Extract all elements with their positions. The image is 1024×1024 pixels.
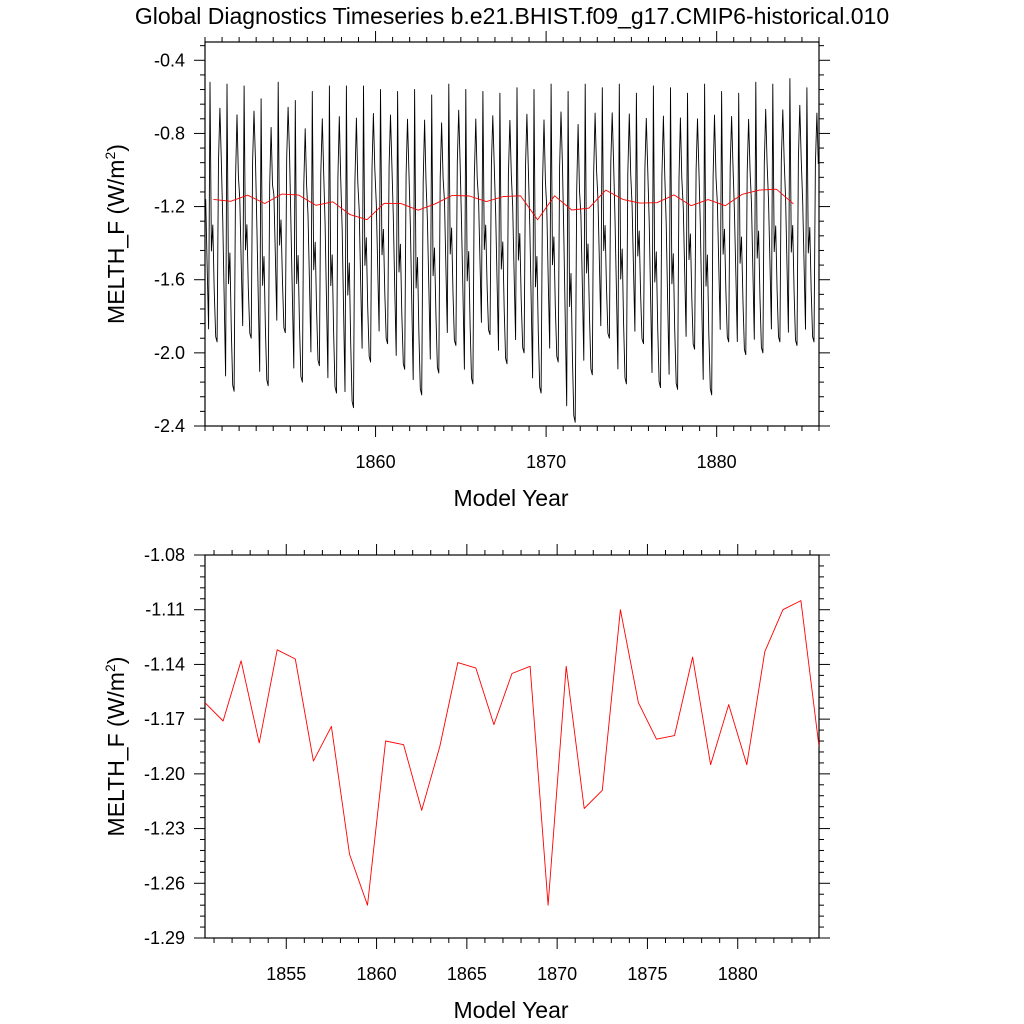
y-axis-title: MELTH_F (W/m2) <box>102 144 129 324</box>
y-tick-label: -1.11 <box>145 600 185 620</box>
y-tick-label: -1.17 <box>144 709 185 729</box>
x-axis-title: Model Year <box>453 997 568 1023</box>
x-tick-label: 1875 <box>627 964 667 984</box>
plot-frame <box>204 41 820 427</box>
chart-panel-top: 1860 1870 1880 -2.4 -2.0 -1.6 -1.2 -0.8 -0.4 Mode… <box>102 31 830 511</box>
figure-title: Global Diagnostics Timeseries b.e21.BHIS… <box>135 3 889 29</box>
y-tick-label: -0.4 <box>154 50 185 70</box>
y-tick-label: -1.26 <box>144 873 185 893</box>
y-tick-label: -1.23 <box>144 819 185 839</box>
x-tick-label: 1880 <box>697 452 737 472</box>
x-tick-label: 1865 <box>447 964 487 984</box>
x-tick-label: 1855 <box>266 964 306 984</box>
series-group <box>205 78 819 423</box>
y-tick-label: -2.4 <box>154 416 185 436</box>
annual-mean-series-line <box>213 188 794 221</box>
y-tick-label: -1.2 <box>154 197 185 217</box>
x-axis-title: Model Year <box>453 485 568 511</box>
series-group <box>205 600 819 906</box>
y-tick-label: -1.6 <box>154 270 185 290</box>
y-tick-label: -1.20 <box>144 764 185 784</box>
chart-panel-bottom: 1855 1860 1865 1870 1875 1880 -1.29 -1.26 -1.23 -… <box>102 544 830 1023</box>
x-tick-label: 1860 <box>357 964 397 984</box>
monthly-series-line <box>205 78 819 423</box>
y-tick-label: -1.29 <box>144 928 185 948</box>
x-tick-label: 1870 <box>526 452 566 472</box>
x-tick-label: 1860 <box>356 452 396 472</box>
y-tick-label: -1.14 <box>144 654 185 674</box>
y-tick-label: -1.08 <box>144 545 185 565</box>
y-tick-label: -0.8 <box>154 123 185 143</box>
x-tick-label: 1880 <box>718 964 758 984</box>
plot-frame <box>204 554 820 939</box>
x-tick-label: 1870 <box>537 964 577 984</box>
annual-mean-series-line <box>205 600 819 906</box>
y-axis-title: MELTH_F (W/m2) <box>102 657 129 837</box>
y-tick-label: -2.0 <box>154 343 185 363</box>
